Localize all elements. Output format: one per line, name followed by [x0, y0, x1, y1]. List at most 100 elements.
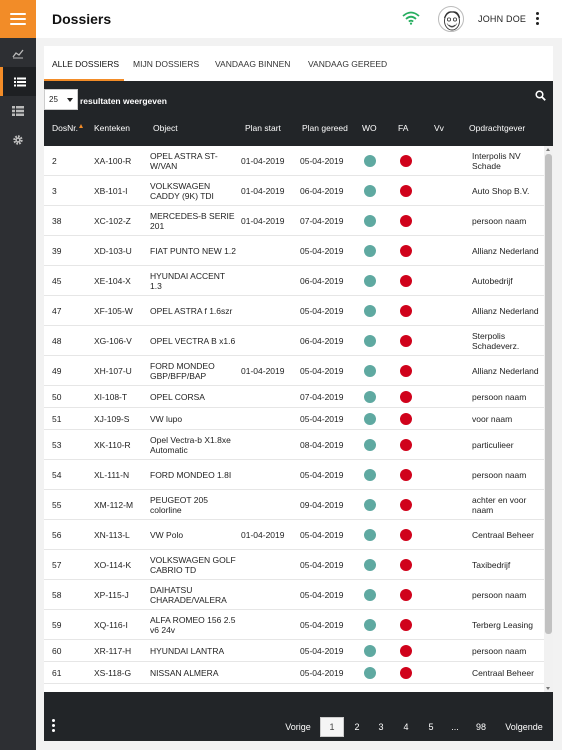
- cell-vv: [432, 146, 462, 175]
- cell-text: Auto Shop B.V.: [472, 185, 530, 196]
- column-header-object[interactable]: Object: [153, 110, 178, 146]
- sidebar-item-settings[interactable]: [0, 125, 36, 154]
- scroll-down-icon[interactable]: [546, 687, 550, 690]
- cell-object: VW lupo: [150, 408, 238, 429]
- cell-text: 60: [52, 645, 62, 656]
- table-scrollbar[interactable]: [544, 146, 553, 692]
- cell-fa: [400, 408, 420, 429]
- column-header-fa[interactable]: FA: [398, 110, 408, 146]
- avatar[interactable]: [438, 6, 464, 32]
- table-row[interactable]: 57 XO-114-K VOLKSWAGEN GOLF CABRIO TD 05-04…: [44, 550, 544, 580]
- pagination-page-2[interactable]: 2: [354, 722, 360, 732]
- cell-object: FORD MONDEO 1.8I: [150, 460, 238, 489]
- scroll-up-icon[interactable]: [546, 148, 550, 151]
- cell-object: VOLKSWAGEN CADDY (9K) TDI: [150, 176, 238, 205]
- cell-plan-gereed: 06-04-2019: [300, 266, 358, 295]
- table-row[interactable]: 56 XN-113-L VW Polo 01-04-2019 05-04-2019 Cen…: [44, 520, 544, 550]
- table-row[interactable]: 3 XB-101-I VOLKSWAGEN CADDY (9K) TDI 01-04-…: [44, 176, 544, 206]
- cell-text: Opel Vectra-b X1.8xe Automatic: [150, 434, 231, 455]
- tab-mijn-dossiers[interactable]: MIJN DOSSIERS: [133, 59, 200, 69]
- header-more-menu-icon[interactable]: [536, 12, 539, 25]
- cell-object: MERCEDES-B SERIE 201: [150, 206, 238, 235]
- pagination-page-3[interactable]: 3: [378, 722, 384, 732]
- table-row[interactable]: 59 XQ-116-I ALFA ROMEO 156 2.5 v6 24v 05-04…: [44, 610, 544, 640]
- cell-plan-start: [241, 296, 295, 325]
- user-name[interactable]: JOHN DOE: [478, 14, 527, 24]
- wo-status-dot: [364, 412, 376, 425]
- pagination-page-last[interactable]: 98: [475, 722, 486, 732]
- table-row[interactable]: 2 XA-100-R OPEL ASTRA ST-W/VAN 01-04-2019 05…: [44, 146, 544, 176]
- cell-plan-gereed: 05-04-2019: [300, 460, 358, 489]
- table-row[interactable]: 60 XR-117-H HYUNDAI LANTRA 05-04-2019 persoo…: [44, 640, 544, 662]
- fa-status-dot: [400, 334, 412, 347]
- cell-kenteken: XM-112-M: [94, 490, 150, 519]
- cell-vv: [432, 296, 462, 325]
- table-row[interactable]: 54 XL-111-N FORD MONDEO 1.8I 05-04-2019 pers…: [44, 460, 544, 490]
- sidebar: [0, 0, 36, 750]
- cell-text: 05-04-2019: [300, 413, 344, 424]
- column-header-wo[interactable]: WO: [362, 110, 377, 146]
- tab-vandaag-gereed[interactable]: VANDAAG GEREED: [308, 59, 388, 69]
- cell-kenteken: XD-103-U: [94, 236, 150, 265]
- column-header-plan-start[interactable]: Plan start: [245, 110, 281, 146]
- pagination-page-5[interactable]: 5: [428, 722, 434, 732]
- wo-status-dot: [364, 304, 376, 317]
- cell-text: Allianz Nederland: [472, 245, 539, 256]
- scrollbar-thumb[interactable]: [545, 154, 552, 634]
- column-header-vv[interactable]: Vv: [434, 110, 444, 146]
- cell-wo: [364, 408, 384, 429]
- table-row[interactable]: 58 XP-115-J DAIHATSU CHARADE/VALERA 05-04-2…: [44, 580, 544, 610]
- cell-plan-start: [241, 662, 295, 683]
- wifi-icon: [402, 11, 420, 25]
- cell-text: Terberg Leasing: [472, 619, 533, 630]
- tab-bar: ALLE DOSSIERS MIJN DOSSIERS VANDAAG BINN…: [44, 46, 553, 82]
- column-header-plan-gereed[interactable]: Plan gereed: [302, 110, 348, 146]
- table-row[interactable]: 49 XH-107-U FORD MONDEO GBP/BFP/BAP 01-04-2…: [44, 356, 544, 386]
- cell-dosnr: 60: [52, 640, 90, 661]
- table-row[interactable]: 48 XG-106-V OPEL VECTRA B x1.6 06-04-2019 St…: [44, 326, 544, 356]
- pagination-page-1[interactable]: 1: [320, 717, 344, 737]
- hamburger-menu-button[interactable]: [0, 0, 36, 38]
- column-header-kenteken[interactable]: Kenteken: [94, 110, 130, 146]
- sidebar-item-dossiers[interactable]: [0, 67, 36, 96]
- table-row[interactable]: 47 XF-105-W OPEL ASTRA f 1.6szr 05-04-2019 A…: [44, 296, 544, 326]
- table-row[interactable]: 55 XM-112-M PEUGEOT 205 colorline 09-04-201…: [44, 490, 544, 520]
- wo-status-dot: [364, 274, 376, 287]
- cell-vv: [432, 386, 462, 407]
- sidebar-item-table[interactable]: [0, 96, 36, 125]
- table-body: 2 XA-100-R OPEL ASTRA ST-W/VAN 01-04-2019 05…: [44, 146, 553, 692]
- footer-more-menu-icon[interactable]: [52, 719, 55, 732]
- pagination-previous-button[interactable]: Vorige: [285, 722, 311, 732]
- search-icon[interactable]: [535, 90, 546, 101]
- tab-alle-dossiers[interactable]: ALLE DOSSIERS: [52, 59, 120, 69]
- sidebar-item-statistics[interactable]: [0, 38, 36, 67]
- hamburger-line: [10, 18, 26, 20]
- cell-object: OPEL ASTRA ST-W/VAN: [150, 146, 238, 175]
- cell-kenteken: XL-111-N: [94, 460, 150, 489]
- column-header-dosnr[interactable]: DosNr.: [52, 110, 83, 146]
- table-row[interactable]: 39 XD-103-U FIAT PUNTO NEW 1.2 05-04-2019 Al…: [44, 236, 544, 266]
- table-row[interactable]: 53 XK-110-R Opel Vectra-b X1.8xe Automatic…: [44, 430, 544, 460]
- tab-vandaag-binnen[interactable]: VANDAAG BINNEN: [215, 59, 291, 69]
- cell-opdrachtgever: persoon naam: [472, 386, 542, 407]
- pagination-next-button[interactable]: Volgende: [505, 722, 543, 732]
- pagination-page-4[interactable]: 4: [403, 722, 409, 732]
- table-row[interactable]: 61 XS-118-G NISSAN ALMERA 05-04-2019 Centraa…: [44, 662, 544, 684]
- table-row[interactable]: 51 XJ-109-S VW lupo 05-04-2019 voor naam: [44, 408, 544, 430]
- sort-asc-icon: [78, 124, 83, 128]
- column-header-opdrachtgever[interactable]: Opdrachtgever: [469, 110, 525, 146]
- table-row[interactable]: 45 XE-104-X HYUNDAI ACCENT 1.3 06-04-2019 Au…: [44, 266, 544, 296]
- cell-opdrachtgever: Centraal Beheer: [472, 662, 542, 683]
- cell-fa: [400, 266, 420, 295]
- page-size-select[interactable]: 25: [44, 89, 78, 110]
- table-header: DosNr. Kenteken Object Plan start Plan g…: [44, 110, 553, 146]
- cell-plan-gereed: 09-04-2019: [300, 490, 358, 519]
- cell-vv: [432, 356, 462, 385]
- table-row[interactable]: 38 XC-102-Z MERCEDES-B SERIE 201 01-04-2019…: [44, 206, 544, 236]
- gear-icon: [13, 134, 23, 145]
- cell-wo: [364, 520, 384, 549]
- table-row[interactable]: 50 XI-108-T OPEL CORSA 07-04-2019 persoon na…: [44, 386, 544, 408]
- wo-status-dot: [364, 468, 376, 481]
- cell-text: 48: [52, 335, 62, 346]
- cell-text: 06-04-2019: [300, 185, 344, 196]
